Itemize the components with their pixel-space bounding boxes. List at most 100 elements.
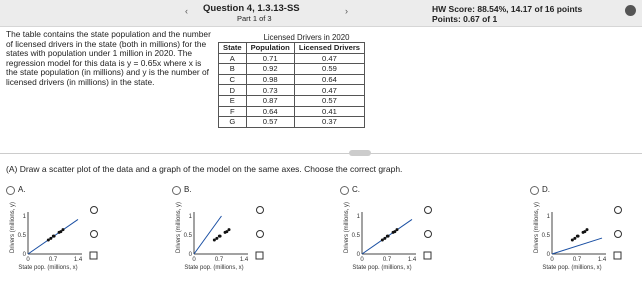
problem-text: The table contains the state population … <box>6 29 211 87</box>
model-line <box>193 215 222 255</box>
x-tick-label: 0 <box>26 257 30 263</box>
y-tick-label: 1 <box>189 214 193 220</box>
option-graph: 1 0.5 00 0.7 1.4 State pop. (millions, x) Driv… <box>344 202 432 271</box>
table-cell: 0.57 <box>245 116 295 128</box>
table-cell: C <box>218 73 247 86</box>
table-row: F 0.64 0.41 <box>218 105 366 118</box>
x-tick-label: 0.7 <box>383 257 392 263</box>
y-tick-label: 1 <box>547 214 551 220</box>
x-tick-label: 0.7 <box>215 257 224 263</box>
table-row: E 0.87 0.57 <box>218 94 366 107</box>
zoom-icon[interactable] <box>90 230 98 238</box>
next-button[interactable]: › <box>345 6 348 16</box>
y-tick-label: 1 <box>357 214 361 220</box>
y-tick-label: 0 <box>189 252 193 258</box>
table-cell: 0.47 <box>293 84 366 96</box>
column-header: Population <box>245 42 295 54</box>
table-cell: A <box>218 52 247 65</box>
x-axis-label: State pop. (millions, x) <box>352 265 411 271</box>
open-graph-icon[interactable] <box>423 251 432 260</box>
open-graph-icon[interactable] <box>613 251 622 260</box>
header-row: State Population Licensed Drivers <box>218 42 366 54</box>
points: Points: 0.67 of 1 <box>432 14 498 24</box>
data-point <box>573 236 577 240</box>
table-cell: 0.64 <box>245 105 295 118</box>
part-label: Part 1 of 3 <box>237 14 272 23</box>
data-point <box>212 238 216 242</box>
radio-button[interactable] <box>340 186 349 195</box>
data-point <box>46 238 50 242</box>
zoom-icon[interactable] <box>256 230 264 238</box>
y-tick-label: 0.5 <box>542 233 551 239</box>
x-tick-label: 1.4 <box>598 257 607 263</box>
data-point <box>585 228 589 232</box>
table-cell: 0.73 <box>245 84 295 96</box>
table-cell: D <box>218 84 247 96</box>
data-point <box>386 234 390 238</box>
zoom-icon[interactable] <box>90 206 98 214</box>
table-cell: 0.47 <box>293 52 366 65</box>
zoom-icon[interactable] <box>256 206 264 214</box>
x-tick-label: 1.4 <box>408 257 417 263</box>
zoom-icon[interactable] <box>614 230 622 238</box>
table-cell: E <box>218 94 247 107</box>
y-axis-label: Drivers (millions, y) <box>176 202 182 253</box>
table-cell: 0.37 <box>293 116 366 128</box>
data-point <box>380 238 384 242</box>
hw-score: HW Score: 88.54%, 14.17 of 16 points <box>432 4 583 14</box>
data-point <box>576 234 580 238</box>
open-graph-icon[interactable] <box>89 251 98 260</box>
option-graph: 1 0.5 00 0.7 1.4 State pop. (millions, x) Driv… <box>176 202 264 271</box>
x-axis-label: State pop. (millions, x) <box>18 265 77 271</box>
zoom-icon[interactable] <box>424 230 432 238</box>
table-cell: 0.59 <box>293 63 366 75</box>
data-point <box>215 236 219 240</box>
column-header: State <box>218 42 247 54</box>
zoom-icon[interactable] <box>424 206 432 214</box>
radio-button[interactable] <box>172 186 181 195</box>
option-label: B. <box>184 185 192 194</box>
data-point <box>61 228 65 232</box>
table-row: D 0.73 0.47 <box>218 84 366 96</box>
radio-button[interactable] <box>530 186 539 195</box>
expand-button[interactable] <box>349 150 371 156</box>
x-tick-label: 0 <box>360 257 364 263</box>
data-point <box>395 228 399 232</box>
option-graph: 1 0.5 00 0.7 1.4 State pop. (millions, x) Driv… <box>534 202 622 271</box>
data-point <box>383 236 387 240</box>
option-label: D. <box>542 185 550 194</box>
settings-icon[interactable] <box>625 5 636 16</box>
x-tick-label: 0.7 <box>49 257 58 263</box>
y-tick-label: 0.5 <box>184 233 193 239</box>
option-graph: 1 0.5 00 0.7 1.4 State pop. (millions, x) Driv… <box>10 202 98 271</box>
x-tick-label: 1.4 <box>240 257 249 263</box>
y-tick-label: 0 <box>547 252 551 258</box>
open-graph-icon[interactable] <box>255 251 264 260</box>
data-point <box>581 230 585 234</box>
model-line <box>551 237 603 255</box>
table-row: B 0.92 0.59 <box>218 63 366 75</box>
table-cell: 0.57 <box>293 94 366 107</box>
x-axis-label: State pop. (millions, x) <box>184 265 243 271</box>
divider <box>0 153 642 154</box>
table-cell: 0.98 <box>245 73 295 86</box>
option-label: A. <box>18 185 26 194</box>
table-row: C 0.98 0.64 <box>218 73 366 86</box>
prev-button[interactable]: ‹ <box>185 6 188 16</box>
table-cell: F <box>218 105 247 118</box>
table-title: Licensed Drivers in 2020 <box>263 33 350 42</box>
y-tick-label: 0 <box>357 252 361 258</box>
table-cell: B <box>218 63 247 75</box>
data-point <box>52 234 56 238</box>
table-cell: 0.71 <box>245 52 295 65</box>
zoom-icon[interactable] <box>614 206 622 214</box>
column-header: Licensed Drivers <box>293 42 366 54</box>
radio-button[interactable] <box>6 186 15 195</box>
x-axis-label: State pop. (millions, x) <box>542 265 601 271</box>
x-tick-label: 0.7 <box>573 257 582 263</box>
question-title: Question 4, 1.3.13-SS <box>203 3 300 14</box>
data-point <box>57 230 61 234</box>
data-point <box>218 234 222 238</box>
data-point <box>570 238 574 242</box>
